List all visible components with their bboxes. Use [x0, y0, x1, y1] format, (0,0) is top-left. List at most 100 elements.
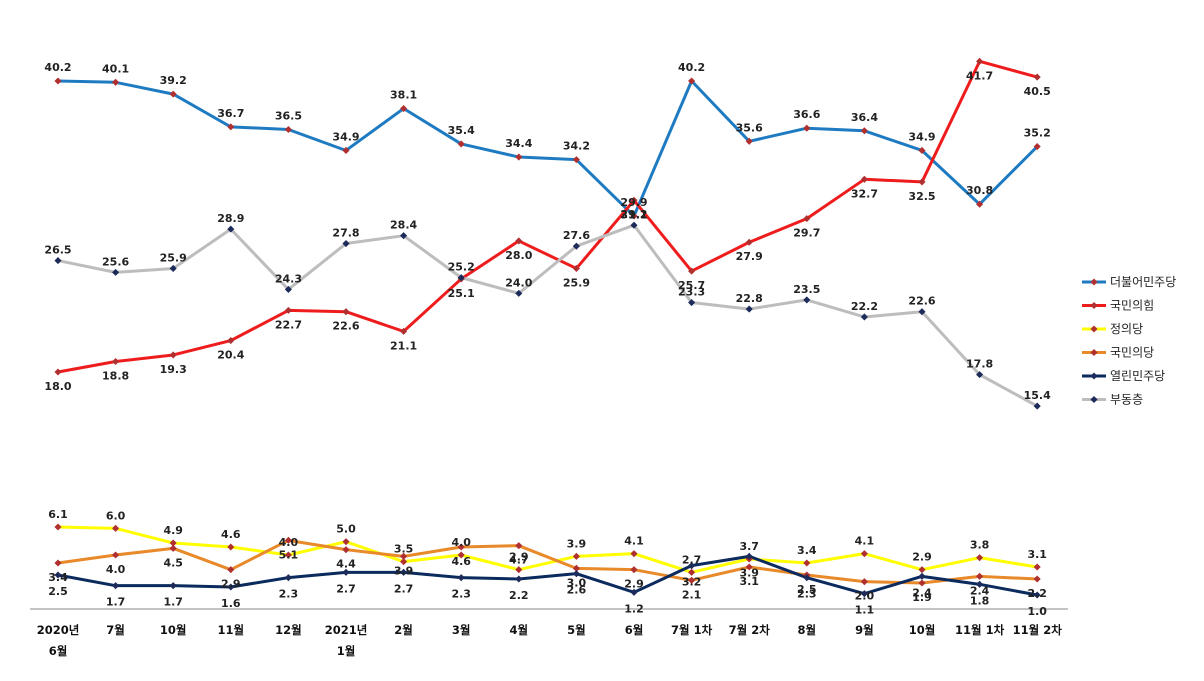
data-label-4-15: 2.4: [912, 586, 932, 599]
marker-0-8: [515, 153, 523, 161]
marker-5-12: [745, 305, 753, 313]
marker-2-7: [457, 551, 465, 559]
data-label-3-12: 3.1: [739, 575, 759, 588]
marker-2-14: [860, 550, 868, 558]
marker-1-16: [976, 57, 984, 65]
marker-1-2: [169, 351, 177, 359]
data-label-0-17: 35.2: [1024, 127, 1051, 140]
data-label-5-9: 27.6: [563, 229, 590, 242]
marker-1-1: [112, 357, 120, 366]
marker-0-0: [54, 77, 62, 85]
marker-3-8: [515, 542, 523, 550]
data-label-1-1: 18.8: [102, 370, 129, 383]
marker-1-9: [572, 264, 580, 272]
data-label-5-3: 28.9: [217, 212, 244, 225]
marker-3-1: [112, 551, 120, 559]
data-label-0-16: 30.8: [966, 184, 993, 197]
marker-4-11: [688, 562, 696, 570]
data-label-4-0: 2.5: [48, 585, 68, 598]
data-label-4-6: 2.7: [394, 582, 414, 595]
x-tick-16-0: 11월 1차: [955, 623, 1005, 637]
x-tick-5-1: 1월: [337, 644, 356, 658]
data-label-0-11: 40.2: [678, 61, 705, 74]
data-label-2-14: 4.1: [855, 535, 875, 548]
legend-label-1: 국민의힘: [1110, 299, 1154, 313]
marker-5-15: [918, 308, 926, 316]
x-tick-2-0: 10월: [160, 623, 187, 637]
data-label-4-8: 2.2: [509, 589, 529, 602]
data-label-0-15: 34.9: [908, 130, 935, 143]
marker-0-12: [745, 137, 753, 145]
data-label-1-0: 18.0: [44, 380, 71, 393]
marker-4-10: [630, 588, 638, 596]
marker-5-16: [976, 371, 984, 379]
marker-3-3: [227, 566, 235, 574]
marker-2-2: [169, 539, 177, 547]
marker-3-0: [54, 559, 62, 567]
marker-1-3: [227, 337, 235, 345]
data-label-4-14: 1.1: [855, 604, 875, 617]
data-label-5-14: 22.2: [851, 300, 878, 313]
x-tick-0-1: 6월: [49, 644, 68, 658]
x-tick-13-0: 8월: [798, 623, 817, 637]
data-label-5-15: 22.6: [908, 295, 935, 308]
marker-1-11: [688, 267, 696, 275]
marker-3-10: [630, 566, 638, 574]
data-label-4-7: 2.3: [451, 588, 471, 601]
marker-4-13: [803, 574, 811, 582]
x-tick-8-0: 4월: [510, 623, 529, 637]
x-tick-15-0: 10월: [909, 623, 936, 637]
data-label-0-10: 29.9: [620, 196, 647, 209]
marker-0-2: [169, 90, 177, 98]
marker-1-14: [860, 175, 868, 183]
data-label-2-11: 2.7: [682, 553, 702, 566]
marker-4-16: [976, 580, 984, 588]
data-label-4-12: 3.9: [739, 566, 759, 579]
data-label-3-8: 4.7: [509, 554, 529, 567]
data-label-5-13: 23.5: [793, 283, 820, 296]
data-label-5-4: 24.3: [275, 272, 302, 285]
data-label-5-7: 25.2: [448, 261, 475, 274]
data-label-1-7: 25.1: [448, 287, 475, 300]
data-label-2-0: 6.1: [48, 508, 68, 521]
data-label-5-11: 23.3: [678, 286, 705, 299]
series-markers: [54, 57, 1041, 599]
data-label-3-4: 5.1: [279, 548, 299, 561]
data-label-3-7: 4.6: [451, 555, 471, 568]
data-label-2-9: 3.9: [567, 537, 587, 550]
marker-0-16: [976, 200, 984, 208]
data-label-3-14: 2.0: [855, 590, 875, 603]
marker-4-15: [918, 572, 926, 580]
data-label-5-1: 25.6: [102, 255, 129, 268]
marker-0-10: [630, 212, 638, 220]
data-label-3-10: 2.9: [624, 578, 644, 591]
marker-2-11: [688, 568, 696, 576]
x-tick-0-0: 2020년: [37, 623, 80, 637]
marker-2-13: [803, 559, 811, 567]
marker-0-7: [457, 140, 465, 148]
data-label-3-9: 3.0: [567, 576, 587, 589]
data-label-5-5: 27.8: [332, 227, 359, 240]
marker-4-4: [284, 574, 292, 582]
legend-marker-5: [1090, 395, 1098, 404]
marker-4-6: [400, 568, 408, 576]
data-label-0-14: 36.4: [851, 111, 878, 124]
x-tick-17-0: 11월 2차: [1013, 623, 1063, 637]
marker-2-1: [112, 524, 120, 532]
marker-0-11: [688, 77, 696, 85]
data-label-3-3: 2.9: [221, 578, 241, 591]
legend-label-2: 정의당: [1110, 322, 1143, 336]
data-label-5-12: 22.8: [736, 292, 763, 305]
data-label-2-13: 3.4: [797, 544, 817, 557]
marker-1-17: [1033, 73, 1041, 81]
marker-3-9: [572, 564, 580, 572]
data-label-0-1: 40.1: [102, 62, 129, 75]
data-label-1-15: 32.5: [908, 190, 935, 203]
marker-2-5: [342, 538, 350, 546]
data-label-5-10: 29.2: [620, 208, 647, 221]
data-label-2-1: 6.0: [106, 509, 126, 522]
marker-2-16: [976, 554, 984, 562]
data-label-1-16: 41.7: [966, 69, 993, 82]
x-tick-5-0: 2021년: [325, 623, 368, 637]
